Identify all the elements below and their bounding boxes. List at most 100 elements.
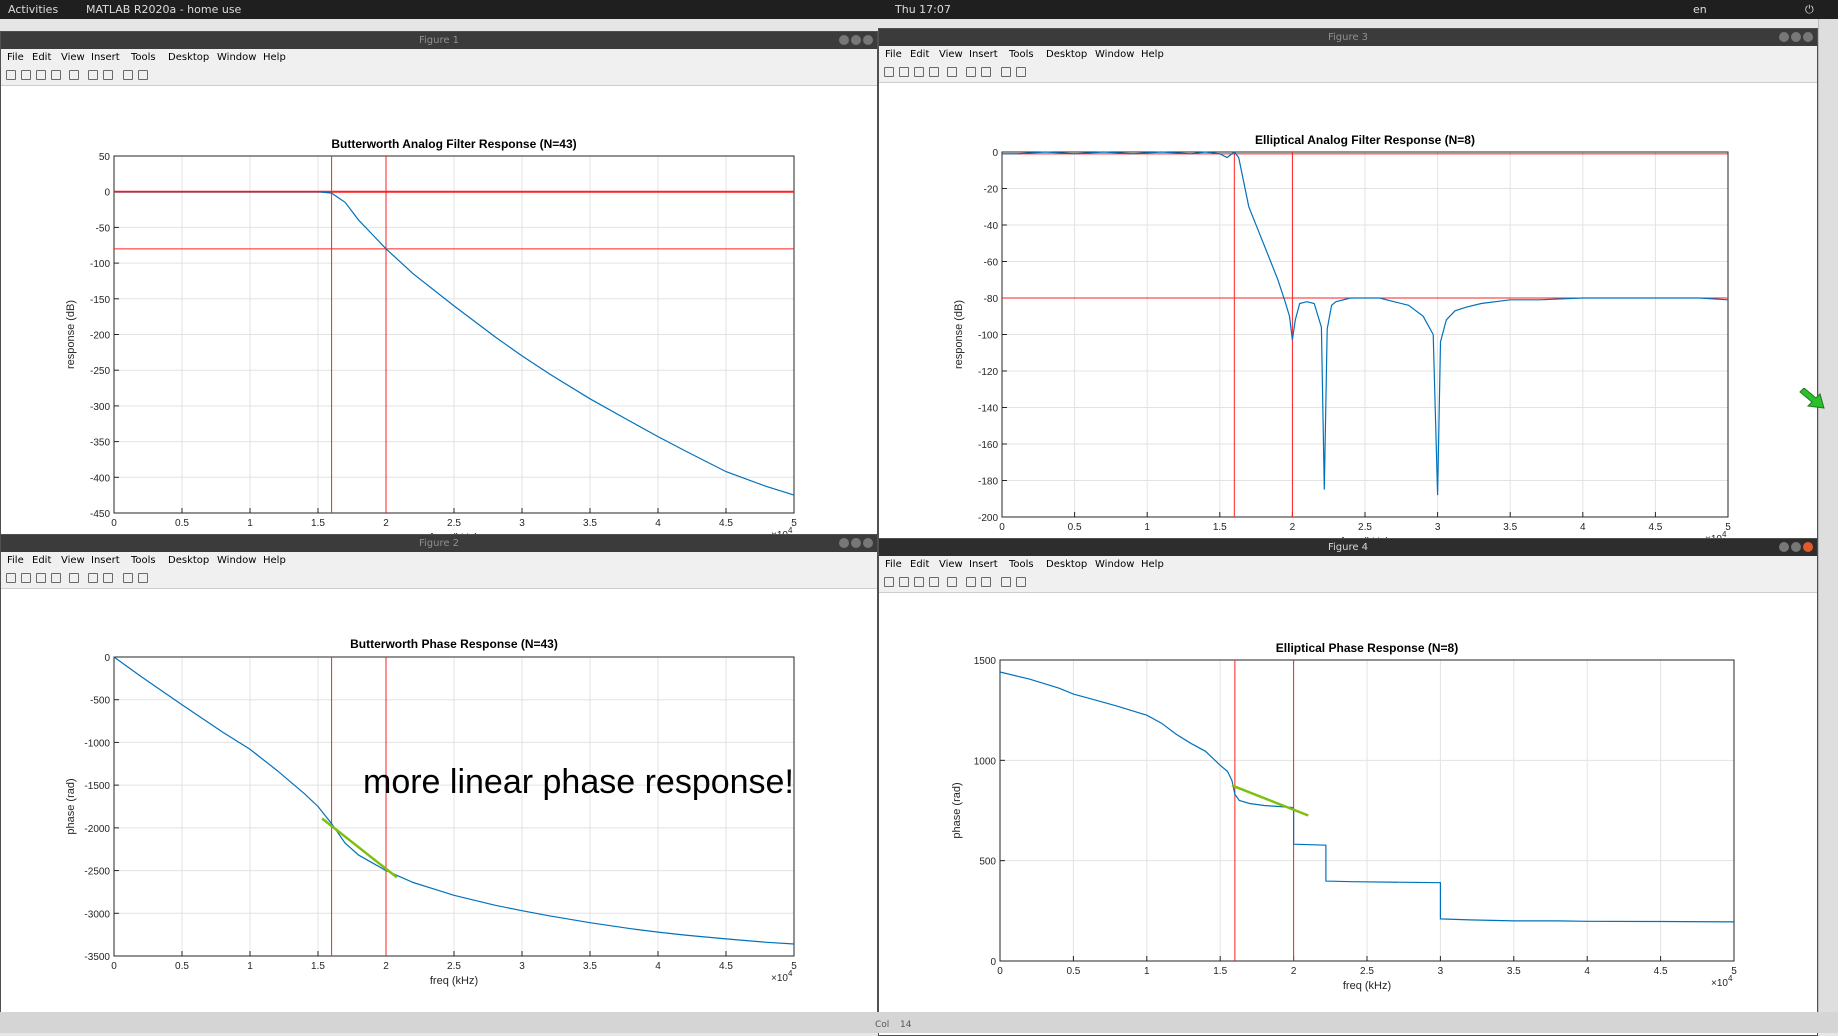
minimize-icon[interactable]: [839, 35, 849, 45]
menu-item-file[interactable]: File: [7, 555, 24, 566]
link-icon[interactable]: [69, 573, 79, 583]
link-icon[interactable]: [947, 67, 957, 77]
open-icon[interactable]: [21, 70, 31, 80]
menu-item-file[interactable]: File: [885, 559, 902, 570]
save-icon[interactable]: [36, 573, 46, 583]
open-icon[interactable]: [21, 573, 31, 583]
menu-item-insert[interactable]: Insert: [969, 559, 998, 570]
menu-bar: File Edit View Insert Tools Desktop Window Help: [879, 46, 1817, 64]
property-icon[interactable]: [138, 573, 148, 583]
new-figure-icon[interactable]: [6, 70, 16, 80]
maximize-icon[interactable]: [851, 538, 861, 548]
menu-item-file[interactable]: File: [7, 52, 24, 63]
menu-item-window[interactable]: Window: [217, 555, 257, 566]
language-indicator[interactable]: en: [1693, 3, 1707, 16]
link-icon[interactable]: [69, 70, 79, 80]
close-icon[interactable]: [1803, 542, 1813, 552]
menu-item-tools[interactable]: Tools: [1009, 49, 1034, 60]
menu-item-insert[interactable]: Insert: [91, 52, 120, 63]
open-icon[interactable]: [899, 67, 909, 77]
x-tick-label: 0.5: [1068, 522, 1082, 533]
new-figure-icon[interactable]: [884, 67, 894, 77]
new-figure-icon[interactable]: [6, 573, 16, 583]
colorbar-icon[interactable]: [966, 67, 976, 77]
print-icon[interactable]: [51, 70, 61, 80]
menu-item-insert[interactable]: Insert: [969, 49, 998, 60]
desktop-area: Figure 1 File Edit View Insert Tools Desktop Wi…: [0, 19, 1838, 1036]
menu-item-edit[interactable]: Edit: [32, 555, 52, 566]
menu-item-tools[interactable]: Tools: [131, 52, 156, 63]
window-title[interactable]: Figure 3: [879, 29, 1817, 46]
close-icon[interactable]: [1803, 32, 1813, 42]
property-icon[interactable]: [1016, 67, 1026, 77]
menu-item-desktop[interactable]: Desktop: [1046, 49, 1088, 60]
print-icon[interactable]: [51, 573, 61, 583]
menu-item-window[interactable]: Window: [1095, 559, 1135, 570]
menu-item-edit[interactable]: Edit: [910, 559, 930, 570]
menu-item-window[interactable]: Window: [1095, 49, 1135, 60]
menu-item-insert[interactable]: Insert: [91, 555, 120, 566]
maximize-icon[interactable]: [851, 35, 861, 45]
menu-item-file[interactable]: File: [885, 49, 902, 60]
figure-window-3[interactable]: Figure 3 File Edit View Insert Tools Desktop Wi…: [878, 28, 1818, 540]
menu-item-desktop[interactable]: Desktop: [1046, 559, 1088, 570]
menu-item-desktop[interactable]: Desktop: [168, 555, 210, 566]
link-icon[interactable]: [947, 577, 957, 587]
colorbar-icon[interactable]: [88, 573, 98, 583]
clock[interactable]: Thu 17:07: [895, 3, 951, 16]
minimize-icon[interactable]: [839, 538, 849, 548]
maximize-icon[interactable]: [1791, 32, 1801, 42]
property-icon[interactable]: [1016, 577, 1026, 587]
print-icon[interactable]: [929, 67, 939, 77]
close-icon[interactable]: [863, 35, 873, 45]
new-figure-icon[interactable]: [884, 577, 894, 587]
legend-icon[interactable]: [981, 577, 991, 587]
save-icon[interactable]: [36, 70, 46, 80]
legend-icon[interactable]: [103, 573, 113, 583]
figure-window-1[interactable]: Figure 1 File Edit View Insert Tools Desktop Wi…: [0, 31, 878, 543]
menu-item-desktop[interactable]: Desktop: [168, 52, 210, 63]
open-icon[interactable]: [899, 577, 909, 587]
legend-icon[interactable]: [981, 67, 991, 77]
menu-item-window[interactable]: Window: [217, 52, 257, 63]
menu-item-view[interactable]: View: [61, 52, 85, 63]
colorbar-icon[interactable]: [88, 70, 98, 80]
pointer-icon[interactable]: [123, 573, 133, 583]
close-icon[interactable]: [863, 538, 873, 548]
window-title[interactable]: Figure 4: [879, 539, 1817, 556]
menu-item-help[interactable]: Help: [1141, 49, 1164, 60]
menu-item-edit[interactable]: Edit: [32, 52, 52, 63]
menu-item-tools[interactable]: Tools: [131, 555, 156, 566]
window-title[interactable]: Figure 1: [1, 32, 877, 49]
property-icon[interactable]: [138, 70, 148, 80]
pointer-icon[interactable]: [123, 70, 133, 80]
figure-window-4[interactable]: Figure 4 File Edit View Insert Tools Desktop Wi…: [878, 538, 1818, 1036]
figure-window-2[interactable]: Figure 2 File Edit View Insert Tools Desktop Wi…: [0, 534, 878, 1033]
menu-item-edit[interactable]: Edit: [910, 49, 930, 60]
print-icon[interactable]: [929, 577, 939, 587]
save-icon[interactable]: [914, 67, 924, 77]
power-icon[interactable]: ⏻: [1805, 3, 1814, 16]
editor-scrollbar[interactable]: [1818, 19, 1838, 1033]
minimize-icon[interactable]: [1779, 32, 1789, 42]
x-tick-label: 0.5: [1066, 966, 1080, 977]
maximize-icon[interactable]: [1791, 542, 1801, 552]
app-menu[interactable]: MATLAB R2020a - home use: [86, 3, 242, 16]
activities-button[interactable]: Activities: [8, 3, 59, 16]
colorbar-icon[interactable]: [966, 577, 976, 587]
menu-item-view[interactable]: View: [939, 559, 963, 570]
minimize-icon[interactable]: [1779, 542, 1789, 552]
x-tick-label: 1: [247, 518, 253, 529]
menu-item-tools[interactable]: Tools: [1009, 559, 1034, 570]
menu-item-view[interactable]: View: [939, 49, 963, 60]
window-title[interactable]: Figure 2: [1, 535, 877, 552]
menu-item-help[interactable]: Help: [263, 52, 286, 63]
pointer-icon[interactable]: [1001, 67, 1011, 77]
legend-icon[interactable]: [103, 70, 113, 80]
pointer-icon[interactable]: [1001, 577, 1011, 587]
menu-item-view[interactable]: View: [61, 555, 85, 566]
y-tick-label: -3500: [84, 952, 110, 963]
save-icon[interactable]: [914, 577, 924, 587]
menu-item-help[interactable]: Help: [1141, 559, 1164, 570]
menu-item-help[interactable]: Help: [263, 555, 286, 566]
